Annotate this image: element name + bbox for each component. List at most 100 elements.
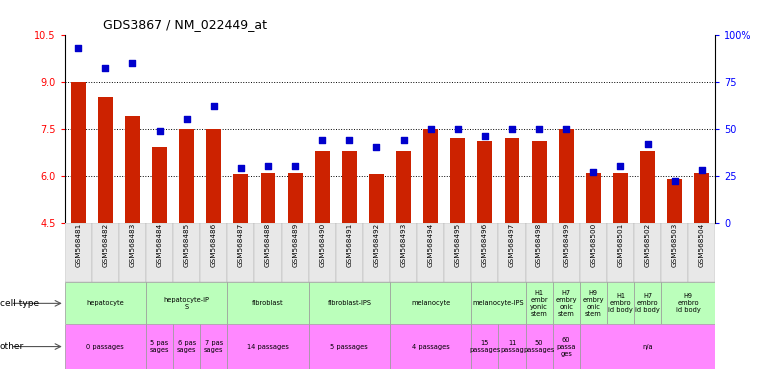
Text: 0 passages: 0 passages — [87, 344, 124, 349]
Text: GSM568497: GSM568497 — [509, 223, 515, 267]
Bar — [228, 324, 309, 369]
Bar — [498, 223, 526, 282]
Point — [587, 169, 600, 175]
Bar — [526, 282, 552, 324]
Bar — [98, 97, 113, 223]
Text: 5 pas
sages: 5 pas sages — [150, 340, 169, 353]
Bar — [65, 282, 146, 324]
Text: melanocyte-IPS: melanocyte-IPS — [473, 300, 524, 306]
Bar — [200, 223, 228, 282]
Bar — [580, 282, 607, 324]
Bar — [586, 172, 600, 223]
Bar — [552, 282, 580, 324]
Bar — [661, 223, 688, 282]
Bar — [119, 223, 146, 282]
Bar — [477, 141, 492, 223]
Point — [289, 163, 301, 169]
Text: GSM568501: GSM568501 — [617, 223, 623, 267]
Text: n/a: n/a — [642, 344, 653, 349]
Point — [425, 126, 437, 132]
Point — [642, 141, 654, 147]
Text: GSM568502: GSM568502 — [645, 223, 651, 267]
Text: GSM568499: GSM568499 — [563, 223, 569, 267]
Bar — [282, 223, 309, 282]
Bar — [580, 223, 607, 282]
Text: GSM568485: GSM568485 — [183, 223, 189, 267]
Bar — [559, 129, 574, 223]
Point — [154, 127, 166, 134]
Text: hepatocyte-iP
S: hepatocyte-iP S — [164, 297, 210, 310]
Bar — [390, 223, 417, 282]
Bar — [146, 324, 174, 369]
Text: 60
passa
ges: 60 passa ges — [556, 336, 576, 357]
Bar — [471, 324, 498, 369]
Text: 4 passages: 4 passages — [412, 344, 450, 349]
Bar — [342, 151, 357, 223]
Bar — [315, 151, 330, 223]
Text: 7 pas
sages: 7 pas sages — [204, 340, 224, 353]
Point — [126, 60, 139, 66]
Point — [669, 178, 681, 184]
Bar — [336, 223, 363, 282]
Bar — [71, 82, 86, 223]
Text: GSM568487: GSM568487 — [238, 223, 244, 267]
Text: 6 pas
sages: 6 pas sages — [177, 340, 196, 353]
Bar — [580, 324, 715, 369]
Bar — [65, 223, 92, 282]
Point — [235, 165, 247, 171]
Bar — [396, 151, 411, 223]
Point — [696, 167, 708, 173]
Point — [614, 163, 626, 169]
Text: GSM568504: GSM568504 — [699, 223, 705, 267]
Text: GSM568494: GSM568494 — [428, 223, 434, 267]
Bar — [498, 324, 526, 369]
Text: H7
embro
id body: H7 embro id body — [635, 293, 660, 313]
Text: 15
passages: 15 passages — [470, 340, 501, 353]
Text: H1
embro
id body: H1 embro id body — [608, 293, 633, 313]
Text: GSM568490: GSM568490 — [319, 223, 325, 267]
Bar — [369, 174, 384, 223]
Bar — [634, 223, 661, 282]
Bar — [260, 172, 275, 223]
Bar — [444, 223, 471, 282]
Bar — [363, 223, 390, 282]
Text: GSM568486: GSM568486 — [211, 223, 217, 267]
Bar — [417, 223, 444, 282]
Point — [99, 65, 111, 71]
Text: melanocyte: melanocyte — [411, 300, 451, 306]
Text: GSM568500: GSM568500 — [591, 223, 597, 267]
Bar — [526, 324, 552, 369]
Bar — [607, 282, 634, 324]
Point — [343, 137, 355, 143]
Point — [560, 126, 572, 132]
Text: 50
passages: 50 passages — [524, 340, 555, 353]
Point — [533, 126, 545, 132]
Bar — [552, 223, 580, 282]
Text: GSM568481: GSM568481 — [75, 223, 81, 267]
Text: GSM568483: GSM568483 — [129, 223, 135, 267]
Point — [208, 103, 220, 109]
Text: fibroblast: fibroblast — [252, 300, 284, 306]
Text: GSM568495: GSM568495 — [455, 223, 461, 267]
Bar — [309, 223, 336, 282]
Point — [371, 144, 383, 151]
Bar — [309, 282, 390, 324]
Bar — [146, 282, 228, 324]
Bar — [228, 282, 309, 324]
Bar — [634, 282, 661, 324]
Bar — [65, 324, 146, 369]
Bar — [607, 223, 634, 282]
Bar — [451, 138, 465, 223]
Bar — [125, 116, 140, 223]
Text: GSM568484: GSM568484 — [157, 223, 163, 267]
Point — [262, 163, 274, 169]
Bar — [471, 223, 498, 282]
Text: GSM568498: GSM568498 — [536, 223, 542, 267]
Text: 11
passag: 11 passag — [500, 340, 524, 353]
Bar — [146, 223, 174, 282]
Bar — [234, 174, 248, 223]
Text: GSM568496: GSM568496 — [482, 223, 488, 267]
Bar — [532, 141, 546, 223]
Bar — [309, 324, 390, 369]
Bar — [667, 179, 682, 223]
